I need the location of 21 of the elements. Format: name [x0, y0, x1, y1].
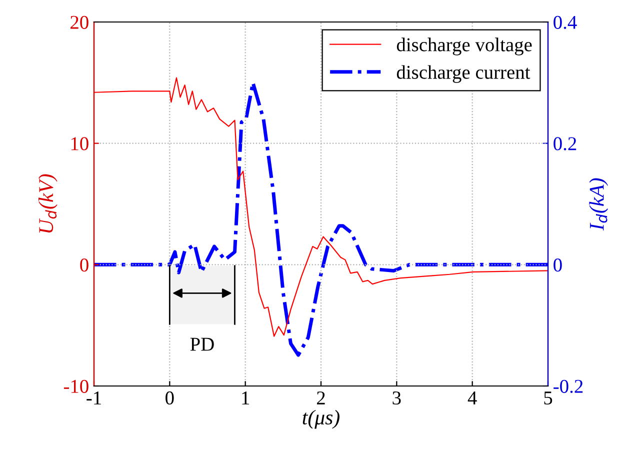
x-tick-label: 4: [468, 392, 477, 404]
x-tick-label: 1: [242, 392, 250, 404]
y2-tick-label: 0.2: [554, 137, 576, 150]
x-tick-label: 3: [392, 391, 401, 405]
x-axis-title: t(μs): [302, 410, 340, 429]
y-tick-label: 10: [71, 137, 88, 150]
y-axis-title: U$_{d}$(kV): [38, 174, 58, 233]
x-tick-label: 2: [316, 391, 325, 404]
band-label: PD: [190, 338, 214, 351]
y-tick-label: 20: [70, 16, 88, 29]
x-tick-label: 0: [166, 391, 174, 405]
legend-label: discharge current: [396, 65, 530, 83]
legend-label: discharge voltage: [396, 38, 532, 56]
x-tick-label: -1: [86, 392, 101, 404]
y2-tick-label: -0.2: [554, 380, 583, 394]
y2-tick-label: 0: [554, 258, 562, 272]
y2-axis-title: I$_{d}$(kA): [589, 178, 608, 231]
y2-tick-label: 0.4: [554, 16, 577, 30]
y-tick-label: -10: [64, 380, 88, 393]
y-tick-label: 0: [80, 258, 88, 272]
x-tick-label: 5: [544, 392, 552, 405]
